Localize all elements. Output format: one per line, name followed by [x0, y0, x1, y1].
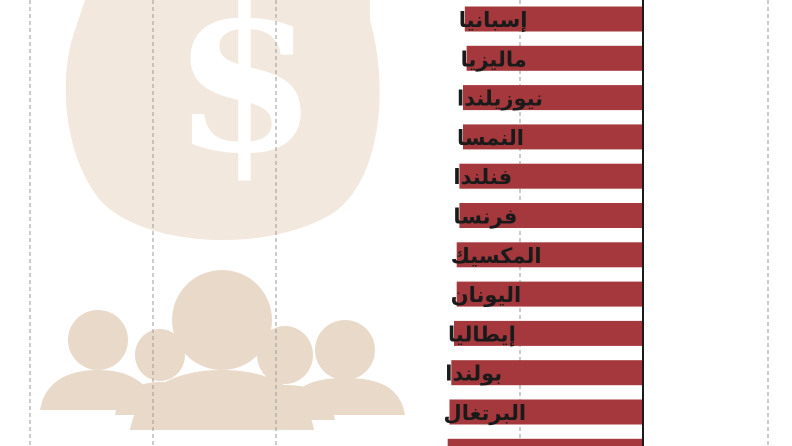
- category-label: فنلندا: [453, 165, 512, 189]
- bars: [447, 6, 643, 446]
- category-label: نيوزيلندا: [457, 87, 543, 111]
- bar: [456, 281, 643, 307]
- category-label: المكسيك: [451, 244, 542, 268]
- category-label: بولندا: [445, 362, 502, 386]
- bar: [449, 399, 643, 425]
- dollar-sign-icon: $: [172, 0, 318, 200]
- bar: [463, 85, 643, 111]
- bar: [459, 163, 643, 189]
- category-label: إسبانيا: [459, 8, 528, 32]
- bar: [451, 360, 643, 386]
- bar: [464, 6, 643, 32]
- bar: [456, 242, 643, 268]
- bar: [466, 45, 643, 71]
- bar: [463, 124, 643, 150]
- money-bag-icon: [65, 0, 380, 241]
- category-label: اليونان: [451, 283, 522, 307]
- background-decoration: $: [40, 0, 405, 430]
- category-label: إيطاليا: [448, 322, 516, 346]
- category-labels: إسبانيا ماليزيا نيوزيلندا النمسا فنلندا فرنسا…: [444, 8, 544, 425]
- bar: [454, 320, 643, 346]
- bar: [459, 203, 643, 228]
- category-label: ماليزيا: [461, 47, 527, 71]
- category-label: النمسا: [457, 126, 524, 150]
- people-icon: [40, 270, 405, 430]
- category-label: فرنسا: [453, 205, 517, 229]
- bar: [447, 438, 643, 446]
- category-label: البرتغال: [444, 401, 527, 425]
